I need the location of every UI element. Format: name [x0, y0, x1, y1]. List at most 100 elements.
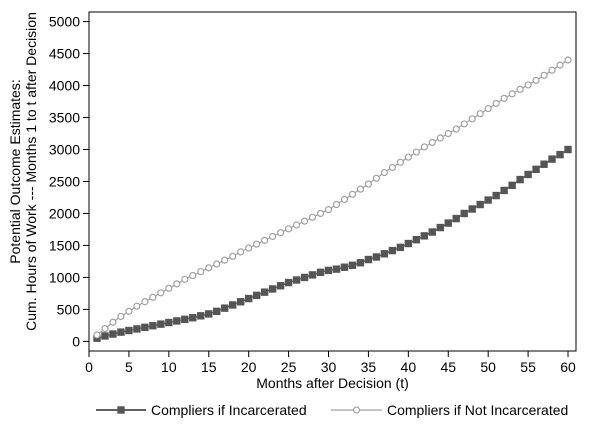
legend-label: Compliers if Incarcerated [151, 402, 307, 418]
data-point [476, 110, 484, 118]
data-point [340, 195, 349, 204]
data-point [252, 291, 261, 300]
legend-marker [117, 406, 125, 414]
series-layer [93, 56, 572, 342]
data-point [244, 294, 253, 303]
data-point [356, 185, 365, 193]
data-point [284, 225, 293, 233]
data-point [532, 165, 540, 174]
data-point [484, 196, 492, 204]
data-point [229, 252, 237, 260]
data-point [205, 264, 213, 272]
y-axis-title-line-2: Cum. Hours of Work --- Months 1 to t aft… [23, 12, 39, 331]
y-axis: 0 500 1000 1500 2000 2500 3000 3500 4000 4500 5000 [49, 14, 89, 349]
y-tick-label: 5000 [49, 14, 80, 30]
data-point [149, 322, 157, 330]
data-point [300, 217, 309, 225]
x-axis: 0 5 10 15 20 25 30 35 40 45 50 55 60 [85, 351, 576, 375]
data-point [436, 223, 444, 232]
data-point [277, 229, 285, 237]
data-point [556, 150, 564, 159]
data-point [260, 288, 269, 296]
data-point [364, 255, 373, 264]
data-point [109, 318, 117, 326]
series-2 [93, 56, 572, 339]
legend: Compliers if Incarcerated Compliers if No… [96, 402, 568, 418]
data-point [476, 200, 484, 209]
data-point [420, 143, 428, 151]
data-point [101, 325, 109, 333]
data-point [189, 314, 197, 322]
data-point [181, 275, 189, 283]
data-point [564, 145, 572, 154]
data-point [396, 243, 405, 252]
data-point [484, 104, 492, 113]
data-point [269, 232, 277, 241]
data-point [268, 285, 277, 293]
data-point [261, 236, 269, 244]
x-tick-label: 55 [520, 359, 536, 375]
data-point [452, 125, 460, 133]
data-point [197, 312, 205, 320]
y-tick-label: 2500 [49, 174, 80, 190]
data-point [316, 268, 325, 277]
data-point [468, 115, 476, 123]
data-point [213, 260, 221, 268]
plot-border [88, 11, 577, 352]
data-point [165, 318, 173, 327]
y-axis-title-line-1: Potential Outcome Estimates: [7, 79, 23, 263]
data-point [508, 181, 516, 190]
x-tick-label: 5 [125, 359, 133, 375]
data-point [516, 175, 524, 184]
data-point [524, 170, 532, 179]
data-point [540, 160, 548, 168]
data-point [292, 276, 301, 284]
x-tick-label: 45 [440, 359, 456, 375]
data-point [276, 282, 285, 290]
x-tick-label: 35 [361, 359, 377, 375]
data-point [157, 289, 165, 297]
data-point [117, 312, 125, 321]
y-tick-label: 4500 [49, 46, 80, 62]
data-point [236, 298, 245, 306]
data-point [356, 259, 365, 267]
data-point [452, 214, 460, 223]
data-point [556, 61, 564, 69]
data-point [436, 134, 444, 142]
y-tick-label: 3000 [49, 142, 80, 158]
data-point [340, 263, 349, 271]
data-point [380, 168, 388, 177]
x-tick-label: 0 [85, 359, 93, 375]
data-point [388, 246, 397, 255]
legend-item-1: Compliers if Incarcerated [96, 402, 307, 418]
data-point [157, 320, 165, 328]
data-point [181, 315, 189, 324]
data-point [364, 180, 373, 188]
data-point [388, 163, 396, 172]
data-point [229, 301, 237, 309]
x-tick-label: 60 [560, 359, 576, 375]
data-point [508, 90, 516, 98]
data-point [141, 323, 149, 332]
data-point [548, 66, 556, 74]
data-point [492, 191, 500, 200]
data-point [396, 158, 404, 166]
data-point [245, 244, 253, 252]
data-point [444, 219, 452, 227]
data-point [516, 85, 524, 93]
data-point [253, 240, 261, 248]
x-tick-label: 40 [401, 359, 417, 375]
x-tick-label: 15 [201, 359, 217, 375]
y-tick-label: 1000 [49, 269, 80, 285]
x-tick-label: 20 [241, 359, 257, 375]
data-point [308, 213, 317, 221]
data-point [133, 325, 141, 333]
y-tick-label: 3500 [49, 110, 80, 126]
data-point [404, 239, 413, 248]
data-point [213, 307, 221, 316]
data-point [404, 153, 412, 161]
data-point [149, 293, 157, 301]
data-point [93, 331, 101, 339]
data-point [332, 265, 341, 273]
